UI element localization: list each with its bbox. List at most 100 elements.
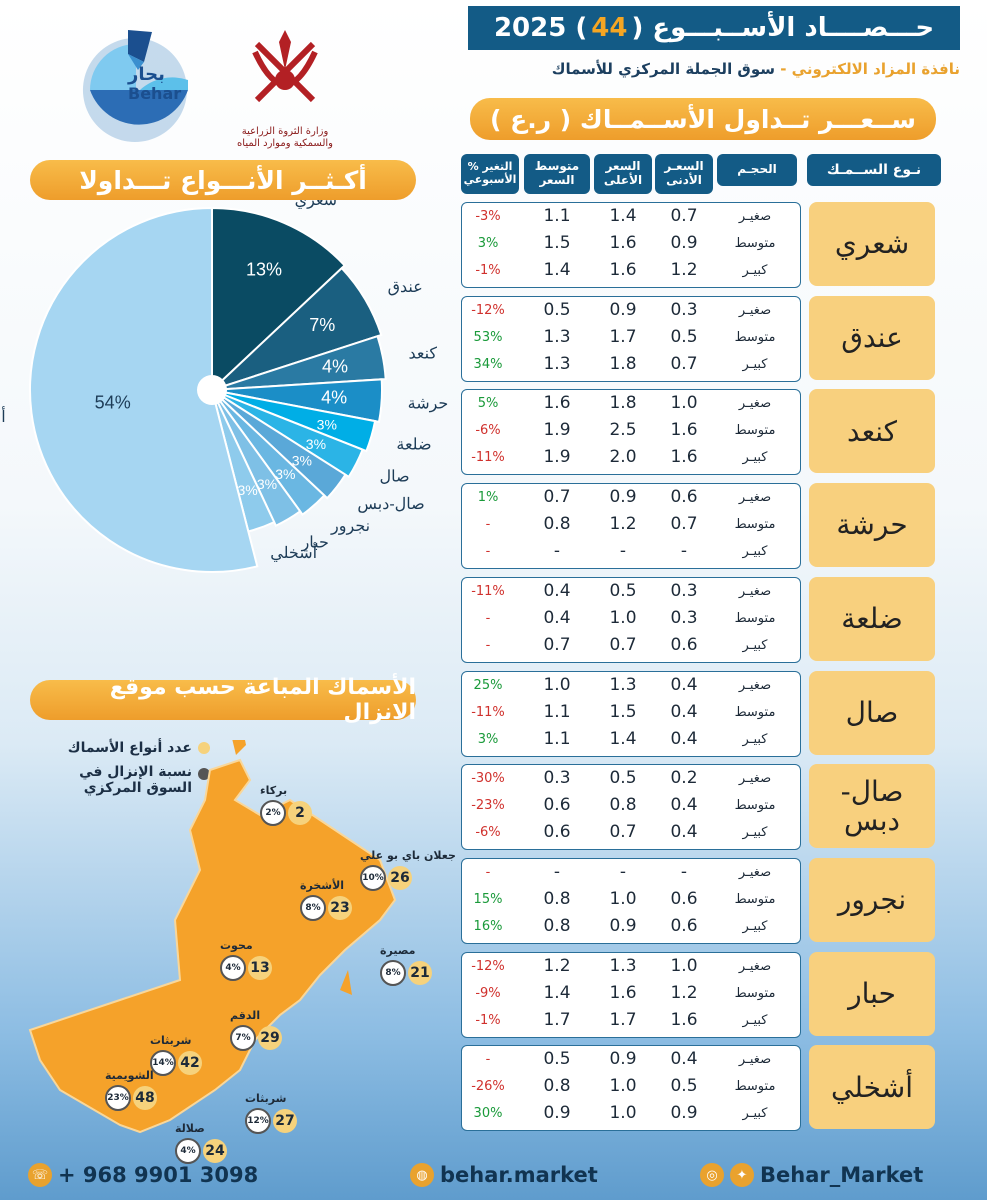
avg-price: 1.9 — [543, 420, 571, 441]
avg-price: 0.6 — [543, 822, 571, 843]
site-badge: 8% 21 مصيرة — [380, 944, 432, 986]
price-group-box — [461, 202, 801, 288]
size-label: متوسط — [734, 704, 776, 720]
max-price: 0.8 — [609, 795, 637, 816]
site-badge: 4% 24 صلالة — [175, 1122, 227, 1164]
weekly-change: 30% — [473, 1106, 503, 1122]
map-labels: 2% 2 بركاء 10% 26 جعلان باي بو علي 8% 23 الأشخرة… — [0, 740, 470, 1170]
min-price: 0.6 — [670, 487, 698, 508]
min-price: 0.3 — [670, 580, 698, 601]
price-group-box — [461, 1045, 801, 1132]
fish-name: ضلعة — [809, 576, 935, 661]
max-price: 1.0 — [609, 607, 637, 628]
header-size: الحجـم — [717, 154, 797, 186]
site-share: 8% — [300, 895, 326, 921]
max-price: 1.8 — [609, 353, 637, 374]
pie-value-label: 3% — [306, 436, 326, 452]
site-badge: 23% 48 الشويمية — [105, 1069, 157, 1111]
twitter-icon: ✦ — [730, 1163, 754, 1187]
max-price: 1.4 — [609, 206, 637, 226]
min-price: 1.0 — [670, 955, 698, 976]
size-label: متوسط — [734, 1079, 776, 1095]
max-price: 1.7 — [609, 1009, 637, 1030]
site-count: 21 — [408, 961, 432, 985]
min-price: 0.6 — [670, 888, 698, 909]
min-price: 0.7 — [670, 206, 698, 226]
max-price: - — [619, 861, 627, 882]
site-count: 27 — [273, 1109, 297, 1133]
max-price: 1.6 — [609, 260, 637, 280]
page-title: حـــصــــاد الأســبـــوع (44) 2025 — [468, 6, 960, 50]
price-group-box — [461, 951, 801, 1038]
header-weekly-change: % التغير الأسبوعي — [461, 154, 519, 194]
avg-price: 1.1 — [543, 728, 571, 749]
avg-price: 0.4 — [543, 580, 571, 601]
min-price: 0.4 — [670, 674, 698, 695]
footer-phone[interactable]: ☏ + 968 9901 3098 — [28, 1163, 258, 1187]
fish-name: صال- دبس — [809, 764, 935, 849]
max-price: 2.5 — [609, 420, 637, 441]
avg-price: 0.3 — [543, 768, 571, 789]
footer-website[interactable]: ◍ behar.market — [410, 1163, 598, 1187]
avg-price: 1.4 — [543, 982, 571, 1003]
weekly-change: 3% — [477, 236, 499, 251]
pie-category-label: صال-دبس — [357, 496, 424, 513]
price-group-box — [461, 483, 801, 570]
ministry-name: وزارة الثروة الزراعية والسمكية وموارد ال… — [237, 126, 333, 149]
pie-value-label: 3% — [317, 416, 337, 432]
pie-value-label: 54% — [95, 393, 131, 413]
pie-category-label: حرشة — [408, 395, 449, 412]
site-badge: 14% 42 شربثات — [150, 1034, 202, 1076]
size-label: كبيـر — [742, 1012, 768, 1028]
size-label: متوسط — [734, 610, 776, 626]
size-label: كبيـر — [742, 637, 768, 653]
pie-chart: 13% شعري 7% عندق 4% كنعد 4% حرشة 3% ضلعة 3% صال 3% صا… — [0, 200, 449, 573]
pie-value-label: 3% — [275, 466, 295, 482]
site-name: جعلان باي بو علي — [360, 849, 456, 862]
min-price: 0.6 — [670, 915, 698, 936]
size-label: كبيـر — [742, 731, 768, 747]
max-price: 1.3 — [609, 955, 637, 976]
pie-value-label: 4% — [322, 357, 348, 377]
min-price: 1.6 — [670, 447, 698, 468]
avg-price: 0.5 — [543, 299, 571, 320]
fish-name: حبار — [809, 951, 935, 1036]
max-price: 0.9 — [609, 487, 637, 508]
weekly-change: -11% — [471, 583, 505, 599]
site-name: صلالة — [175, 1122, 205, 1135]
fish-name: نجرور — [809, 857, 935, 942]
max-price: 0.9 — [609, 915, 637, 936]
site-count: 13 — [248, 956, 272, 980]
avg-price: 0.6 — [543, 795, 571, 816]
fish-name: أشخلي — [809, 1045, 935, 1130]
weekly-change: -11% — [471, 704, 505, 720]
weekly-change: 53% — [473, 329, 503, 345]
site-name: الدقم — [230, 1009, 261, 1022]
site-count: 29 — [258, 1026, 282, 1050]
size-label: صغيـر — [738, 864, 772, 880]
avg-price: 1.7 — [543, 1009, 571, 1030]
max-price: 1.2 — [609, 514, 637, 535]
pie-value-label: 7% — [309, 315, 335, 335]
size-label: كبيـر — [742, 1106, 768, 1122]
behar-logo: بحار Behar — [80, 20, 190, 145]
min-price: 0.4 — [670, 701, 698, 722]
size-label: كبيـر — [742, 544, 768, 560]
avg-price: 1.1 — [543, 206, 571, 226]
weekly-change: - — [485, 610, 491, 626]
avg-price: 1.3 — [543, 353, 571, 374]
site-name: محوت — [220, 939, 253, 952]
weekly-change: 3% — [477, 731, 499, 747]
site-name: الأشخرة — [300, 879, 345, 892]
header-max-price: السعر الأعلى — [594, 154, 652, 194]
max-price: 1.0 — [609, 1103, 637, 1124]
site-share: 8% — [380, 960, 406, 986]
pie-slice — [29, 206, 259, 573]
brand-english: Behar — [128, 84, 182, 103]
min-price: 1.0 — [670, 393, 698, 414]
legend-share-label: نسبة الإنزال في السوق المركزي — [79, 764, 192, 796]
legend-count-label: عدد أنواع الأسماك — [67, 740, 192, 756]
site-name: مصيرة — [380, 944, 416, 957]
footer-social[interactable]: ◎ ✦ Behar_Market — [700, 1163, 923, 1187]
size-label: كبيـر — [742, 918, 768, 934]
